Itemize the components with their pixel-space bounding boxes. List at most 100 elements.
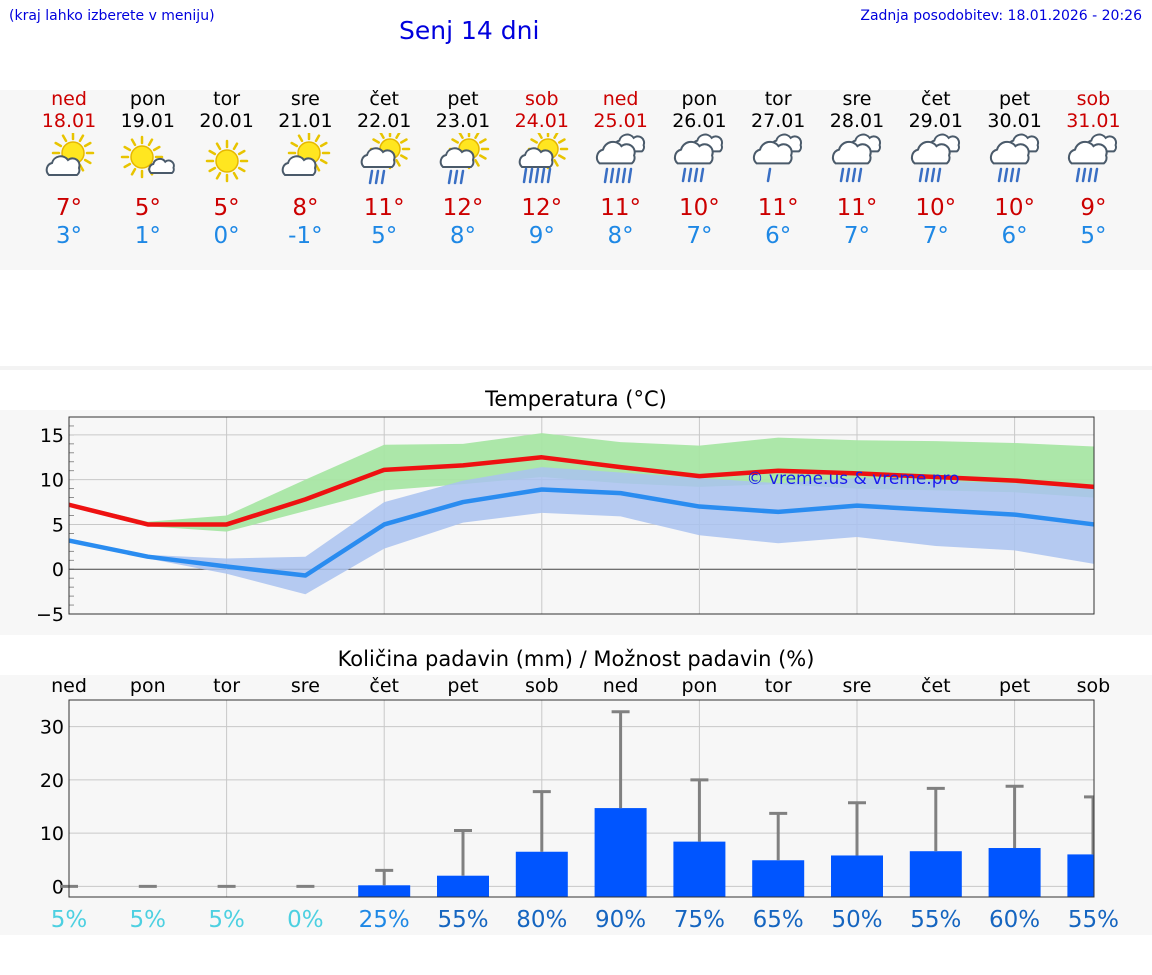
day-column: pet 30.01 10° 6° [975, 88, 1055, 250]
category-label: tor [213, 675, 240, 697]
day-column: pon 19.01 5° 1° [108, 88, 188, 250]
category-label: pet [447, 675, 478, 697]
day-name: sob [1076, 88, 1111, 110]
day-column: tor 27.01 11° 6° [738, 88, 818, 250]
max-temperature: 9° [1080, 195, 1107, 221]
precipitation-probability: 5% [51, 907, 88, 933]
day-column: sre 28.01 11° 7° [817, 88, 897, 250]
day-date: 21.01 [278, 110, 333, 132]
max-temperature-band [69, 433, 1094, 532]
max-temperature: 10° [679, 195, 720, 221]
sun-cloud-icon [29, 132, 109, 194]
category-label: čet [921, 675, 951, 697]
y-tick-label: 20 [40, 770, 64, 792]
cloud-rain-icon [817, 132, 897, 194]
day-name: ned [51, 88, 87, 110]
y-tick-label: 10 [40, 823, 64, 845]
category-label: sob [1077, 675, 1111, 697]
max-temperature: 12° [521, 195, 563, 221]
day-name: pon [129, 88, 166, 110]
day-date: 28.01 [829, 110, 885, 132]
category-label: tor [765, 675, 792, 697]
precipitation-bar [515, 851, 568, 897]
day-date: 30.01 [987, 110, 1042, 132]
max-temperature: 12° [442, 195, 484, 221]
category-label: pet [999, 675, 1030, 697]
day-column: čet 22.01 11° 5° [344, 88, 424, 250]
max-temperature-line [68, 455, 1095, 527]
y-tick-label: 15 [40, 425, 64, 447]
y-tick-label: 0 [52, 876, 64, 898]
min-temperature: 7° [922, 223, 949, 249]
cloud-rain-icon [659, 132, 739, 194]
y-tick-label: 30 [40, 717, 64, 739]
cloud-rain-icon [896, 132, 976, 194]
category-label: sob [525, 675, 559, 697]
min-temperature: 9° [528, 223, 555, 249]
day-date: 20.01 [199, 110, 254, 132]
day-name: čet [369, 88, 399, 110]
max-temperature: 11° [836, 195, 878, 221]
min-temperature: 8° [607, 223, 634, 249]
day-column: sre 21.01 8° -1° [265, 88, 345, 250]
day-date: 22.01 [356, 110, 412, 132]
min-temperature: 1° [134, 223, 161, 249]
precipitation-probability: 55% [437, 907, 488, 933]
cloud-light-rain-icon [738, 132, 818, 194]
max-temperature: 8° [292, 195, 319, 221]
precipitation-bar [752, 860, 805, 897]
day-name: tor [213, 88, 241, 110]
precipitation-probability: 5% [208, 907, 245, 933]
precipitation-bar [673, 841, 726, 897]
category-label: sre [843, 675, 872, 697]
precipitation-probability: 65% [753, 907, 804, 933]
max-temperature: 5° [134, 195, 161, 221]
min-temperature: 6° [765, 223, 792, 249]
precipitation-probability: 5% [130, 907, 167, 933]
precipitation-probability: 60% [989, 907, 1040, 933]
min-temperature: 6° [1001, 223, 1028, 249]
category-label: pon [130, 675, 166, 697]
max-temperature: 11° [600, 195, 641, 221]
precipitation-bar [594, 808, 647, 897]
day-date: 31.01 [1066, 110, 1121, 132]
day-name: sre [842, 88, 872, 110]
min-temperature: -1° [288, 223, 323, 249]
precipitation-chart-title: Količina padavin (mm) / Možnost padavin … [337, 647, 815, 671]
day-name: sob [525, 88, 559, 110]
plot-frame [68, 416, 1095, 615]
day-column: ned 18.01 7° 3° [29, 88, 109, 250]
sun-cloud-rain-icon [423, 132, 503, 194]
sun-cloud-icon [265, 132, 345, 194]
day-date: 26.01 [672, 110, 727, 132]
precipitation-bar [1067, 854, 1094, 897]
min-temperature: 0° [213, 223, 240, 249]
cloud-rain-icon [975, 132, 1055, 194]
day-name: pet [447, 88, 479, 110]
day-column: pet 23.01 12° 8° [423, 88, 503, 250]
precipitation-probability: 90% [595, 907, 646, 933]
sun-cloud-rain-icon [344, 132, 424, 194]
precipitation-probability: 50% [831, 907, 882, 933]
day-date: 24.01 [514, 110, 569, 132]
page-title: Senj 14 dni [399, 16, 540, 45]
watermark: © vreme.us & vreme.pro [746, 469, 959, 489]
divider [0, 366, 1152, 370]
cloud-rain-icon [1053, 132, 1133, 194]
day-name: tor [764, 88, 792, 110]
precipitation-probability: 55% [1068, 907, 1119, 933]
day-date: 19.01 [120, 110, 175, 132]
max-temperature: 11° [757, 195, 799, 221]
day-column: čet 29.01 10° 7° [896, 88, 976, 250]
sun-cloud-heavy-rain-icon [502, 132, 582, 194]
precipitation-probability: 80% [516, 907, 567, 933]
precipitation-bar [831, 855, 883, 897]
day-date: 23.01 [435, 110, 491, 132]
day-column: sob 24.01 12° 9° [502, 88, 582, 250]
temperature-chart-title: Temperatura (°C) [485, 387, 667, 411]
min-temperature: 7° [843, 223, 871, 249]
day-column: sob 31.01 9° 5° [1053, 88, 1133, 250]
day-name: ned [602, 88, 639, 110]
location-menu-hint: (kraj lahko izberete v meniju) [9, 8, 215, 24]
day-date: 29.01 [908, 110, 963, 132]
